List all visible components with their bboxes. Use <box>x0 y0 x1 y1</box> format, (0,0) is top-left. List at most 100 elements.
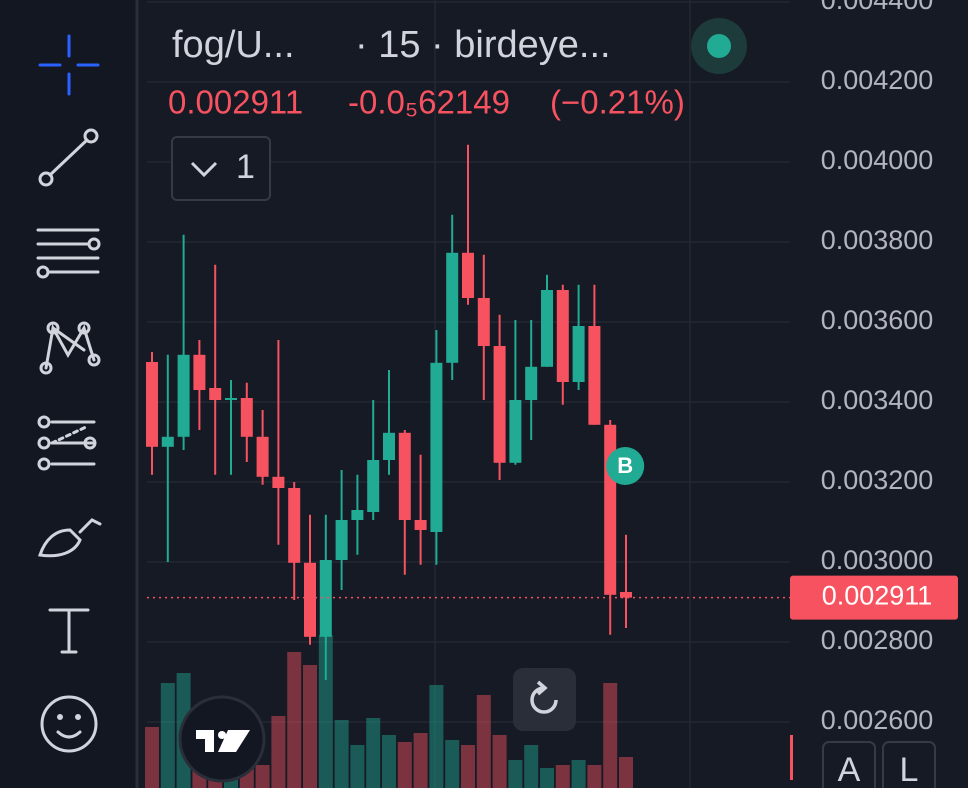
y-tick-label: 0.004400 <box>821 0 934 15</box>
partial-volume <box>790 735 793 780</box>
candle-body <box>525 366 538 400</box>
candle-body <box>304 562 316 637</box>
volume-bar <box>366 718 381 788</box>
y-tick-label: 0.002800 <box>821 625 934 655</box>
emoji-tool[interactable] <box>40 695 98 753</box>
candle-body <box>335 520 348 560</box>
volume-bar <box>334 720 349 788</box>
scale-button[interactable] <box>822 741 876 788</box>
text-tool[interactable] <box>48 608 90 654</box>
pattern-tool[interactable] <box>39 321 101 375</box>
candle-body <box>588 326 601 425</box>
volume-bar <box>318 635 333 788</box>
price-axis-labels: 0.004400 0.004200 0.004000 0.003800 0.003600… <box>821 0 934 735</box>
indicator-count: 1 <box>236 148 255 186</box>
interval-source: · 15 · birdeye... <box>355 24 611 66</box>
volume-bar <box>540 768 554 788</box>
volume-bar <box>160 683 175 788</box>
trendline-tool[interactable] <box>38 128 99 187</box>
candle-body <box>272 476 285 488</box>
volume-bar <box>555 765 570 788</box>
last-price-label: 0.002911 <box>822 581 933 611</box>
volume-bar <box>271 716 286 788</box>
candle-body <box>177 354 190 437</box>
y-tick-label: 0.003200 <box>821 465 934 495</box>
volume-bar <box>603 683 618 788</box>
symbol: fog/U... <box>172 24 295 66</box>
y-tick-label: 0.002600 <box>821 705 934 735</box>
candle-body <box>351 510 364 520</box>
y-tick-label: 0.003800 <box>821 225 934 255</box>
candle-body <box>414 520 427 530</box>
volume-bar <box>461 745 475 788</box>
candle-body <box>620 592 632 598</box>
y-tick-label: 0.003600 <box>821 305 934 335</box>
trade-marker <box>606 447 645 485</box>
volume-bar <box>587 765 602 788</box>
fib-tool[interactable] <box>36 228 101 279</box>
price-change-percent: (−0.21%) <box>550 84 685 121</box>
brush-tool[interactable] <box>38 518 102 558</box>
candle-body <box>572 326 585 382</box>
candle-body <box>367 460 380 512</box>
candle-body <box>161 436 174 447</box>
candle-body <box>430 362 443 532</box>
scale-button-label: A <box>838 751 861 788</box>
trade-marker-label: B <box>617 453 633 478</box>
candle-layer <box>146 144 632 680</box>
reset-button[interactable] <box>513 668 576 731</box>
volume-bar <box>255 765 270 788</box>
volume-bar <box>413 733 428 788</box>
volume-bar <box>429 685 444 788</box>
y-tick-label: 0.003400 <box>821 385 934 415</box>
volume-bar <box>145 727 159 788</box>
candle-body <box>288 488 301 563</box>
y-tick-label: 0.004200 <box>821 65 934 95</box>
y-tick-label: 0.004000 <box>821 145 934 175</box>
candle-body <box>240 398 253 437</box>
last-price-box <box>790 575 958 620</box>
volume-bar <box>524 745 539 788</box>
candle-body <box>462 252 474 298</box>
candle-body <box>477 298 490 346</box>
volume-bar <box>508 760 523 788</box>
volume-bar <box>492 735 507 788</box>
candle-body <box>556 290 569 382</box>
price-axis <box>790 0 968 788</box>
volume-bar <box>350 745 365 788</box>
volume-bar <box>303 665 317 788</box>
candle-body <box>193 354 206 390</box>
projection-tool[interactable] <box>37 415 97 471</box>
candle-body <box>604 424 617 595</box>
scale-button[interactable] <box>882 741 936 788</box>
volume-bar <box>445 740 460 788</box>
indicator-toggle[interactable]: 1 <box>171 136 271 201</box>
last-price: 0.002911 <box>168 84 303 121</box>
tradingview-logo[interactable] <box>178 695 266 783</box>
status-dot <box>707 34 731 58</box>
crosshair-tool[interactable] <box>38 34 100 96</box>
candle-body <box>509 400 522 463</box>
volume-bar <box>619 757 633 788</box>
candle-body <box>383 432 395 460</box>
candle-body <box>225 398 237 400</box>
toolbar-icons <box>36 34 102 753</box>
candle-body <box>398 432 411 520</box>
volume-bar <box>476 695 491 788</box>
candle-body <box>256 436 269 477</box>
toolbar <box>0 0 137 788</box>
volume-bar <box>397 742 412 788</box>
candle-body <box>446 252 459 363</box>
candle-body <box>209 388 222 400</box>
candle-body <box>319 560 332 637</box>
volume-bar <box>382 735 396 788</box>
volume-bar <box>571 760 586 788</box>
price-change: -0.0₅62149 <box>348 84 510 121</box>
candle-body <box>493 346 506 463</box>
volume-bar <box>287 652 302 788</box>
candle-body <box>146 362 158 447</box>
y-tick-label: 0.003000 <box>821 545 934 575</box>
